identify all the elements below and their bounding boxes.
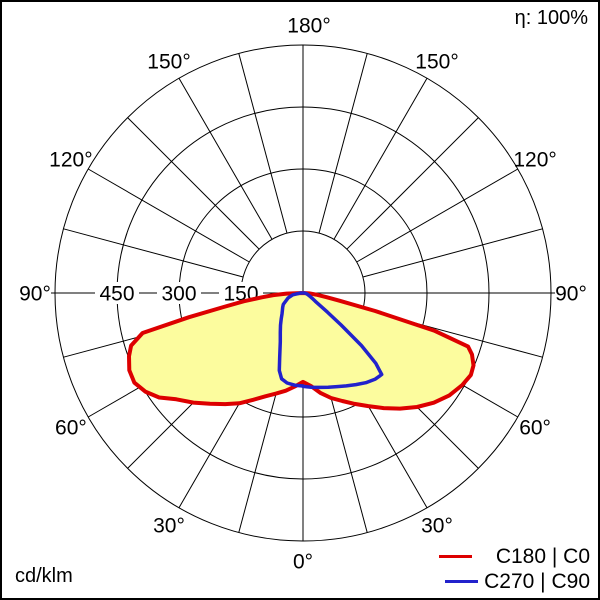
grid-spoke-135: [346, 117, 479, 250]
angle-label-150-right: 150°: [415, 50, 458, 73]
angle-label-30-right: 30°: [421, 515, 453, 538]
grid-spoke-225: [127, 117, 260, 250]
radial-tick-bg: [95, 282, 139, 304]
grid-spoke-165: [318, 53, 368, 234]
angle-label-60-left: 60°: [55, 417, 87, 440]
grid-spoke-150: [333, 77, 428, 240]
angle-label-60-right: 60°: [519, 417, 551, 440]
efficiency-label: η: 100%: [514, 7, 588, 29]
radial-tick-label-300: 300: [161, 283, 196, 306]
radial-tick-label-450: 450: [99, 283, 134, 306]
grid-spoke-210: [178, 77, 273, 240]
legend-swatch-blue-line: [445, 580, 478, 583]
angle-label-90-right: 90°: [555, 283, 587, 306]
unit-label: cd/klm: [15, 565, 73, 587]
grid-spoke-255: [63, 228, 244, 278]
angle-label-180: 180°: [287, 15, 330, 38]
angle-label-90-left: 90°: [19, 283, 51, 306]
angle-label-30-left: 30°: [153, 515, 185, 538]
angle-label-0: 0°: [293, 551, 313, 574]
grid-spoke-105: [362, 228, 543, 278]
grid-spoke-195: [238, 53, 288, 234]
angle-label-120-right: 120°: [513, 149, 556, 172]
legend-swatch-red-line: [439, 555, 472, 558]
grid-spoke-240: [87, 168, 250, 263]
legend-item-c180-c0: C180 | C0: [439, 545, 590, 568]
legend: C180 | C0 C270 | C90: [439, 545, 590, 593]
legend-item-c270-c90: C270 | C90: [445, 570, 590, 593]
radial-tick-bg: [157, 282, 201, 304]
legend-label: C270 | C90: [484, 569, 590, 593]
grid-spoke-120: [356, 168, 519, 263]
legend-label: C180 | C0: [495, 544, 590, 568]
curve-c270-c90: [277, 291, 384, 390]
angle-label-120-left: 120°: [49, 149, 92, 172]
angle-label-150-left: 150°: [147, 50, 190, 73]
